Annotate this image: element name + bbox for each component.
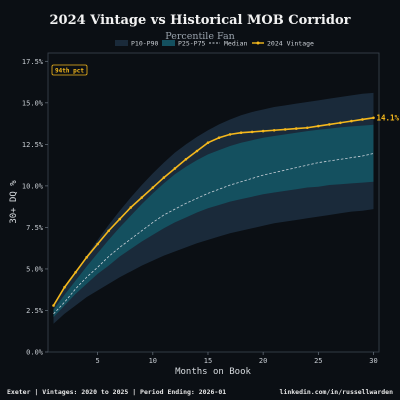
x-tick-label: 20 <box>259 357 267 365</box>
vintage-point <box>217 136 221 140</box>
vintage-point <box>350 119 353 123</box>
vintage-point <box>96 242 99 246</box>
legend-swatch-p25-p75 <box>162 40 175 46</box>
percentile-badge: 94th pct <box>51 64 88 76</box>
vintage-point <box>140 196 144 199</box>
vintage-point <box>184 158 188 161</box>
vintage-point <box>195 149 199 153</box>
plot-area <box>47 52 380 353</box>
y-tick-label: 10.0% <box>22 182 44 190</box>
vintage-point <box>52 304 55 307</box>
vintage-point <box>239 131 243 135</box>
percentile-bands <box>53 92 374 324</box>
percentile-badge-text: 94th pct <box>55 68 84 75</box>
y-tick-label: 0.0% <box>26 349 44 357</box>
x-tick-label: 25 <box>314 357 322 365</box>
percentile-badge-box <box>51 64 88 76</box>
vintage-line <box>52 116 374 306</box>
vintage-point <box>250 130 254 134</box>
x-tick-label: 15 <box>204 357 212 365</box>
y-tick-label: 2.5% <box>26 307 44 315</box>
vintage-point <box>294 127 298 130</box>
vintage-point <box>272 128 276 132</box>
vintage-point <box>162 176 166 179</box>
chart-title: 2024 Vintage vs Historical MOB Corridor <box>50 13 351 28</box>
x-axis-ticks: 5 10 15 20 25 30 <box>96 352 378 365</box>
y-tick-label: 7.5% <box>26 224 44 232</box>
y-tick-label: 12.5% <box>22 141 44 149</box>
vintage-point <box>118 217 122 221</box>
legend-label-median: Median <box>224 40 248 48</box>
y-axis-ticks: 0.0% 2.5% 5.0% 7.5% 10.0% 12.5% 15.0% 17.5% <box>22 58 48 357</box>
footer-right: linkedin.com/in/russellwarden <box>280 388 394 396</box>
vintage-point <box>361 118 364 121</box>
vintage-point <box>261 129 265 133</box>
vintage-point <box>206 141 210 144</box>
vintage-point <box>228 133 232 136</box>
legend-label-vintage: 2024 Vintage <box>267 40 314 48</box>
vintage-point <box>317 124 320 128</box>
vintage-point <box>305 126 309 130</box>
footer-left: Exeter | Vintages: 2020 to 2025 | Period… <box>7 388 226 397</box>
vintage-series <box>52 116 375 307</box>
vintage-point <box>328 123 331 126</box>
y-tick-label: 17.5% <box>22 58 44 66</box>
legend-label-p25-p75: P25-P75 <box>178 40 205 48</box>
y-axis-label: 30+ DQ % <box>9 180 19 224</box>
legend-label-p10-p90: P10-P90 <box>131 40 158 48</box>
vintage-point <box>151 186 155 189</box>
vintage-point <box>283 128 287 131</box>
vintage-point <box>173 167 177 170</box>
vintage-point <box>107 229 110 233</box>
chart-subtitle: Percentile Fan <box>165 31 234 42</box>
vintage-point <box>74 270 77 274</box>
vintage-point <box>372 116 375 120</box>
vintage-point <box>129 206 133 209</box>
legend-swatch-p10-p90 <box>115 40 128 46</box>
x-tick-label: 30 <box>369 357 377 365</box>
x-tick-label: 5 <box>96 357 100 365</box>
legend: P10-P90 P25-P75 Median 2024 Vintage <box>115 40 314 48</box>
y-tick-label: 5.0% <box>26 265 44 273</box>
vintage-end-label: 14.1% <box>376 113 399 122</box>
median-line <box>53 153 374 315</box>
y-tick-label: 15.0% <box>22 99 44 107</box>
band-p25-p75 <box>53 124 374 318</box>
legend-swatch-vintage-marker <box>256 41 260 45</box>
x-axis-label: Months on Book <box>175 367 251 377</box>
vintage-point <box>85 256 88 259</box>
x-tick-label: 10 <box>149 357 157 365</box>
vintage-point <box>339 121 342 125</box>
vintage-point <box>63 285 66 289</box>
